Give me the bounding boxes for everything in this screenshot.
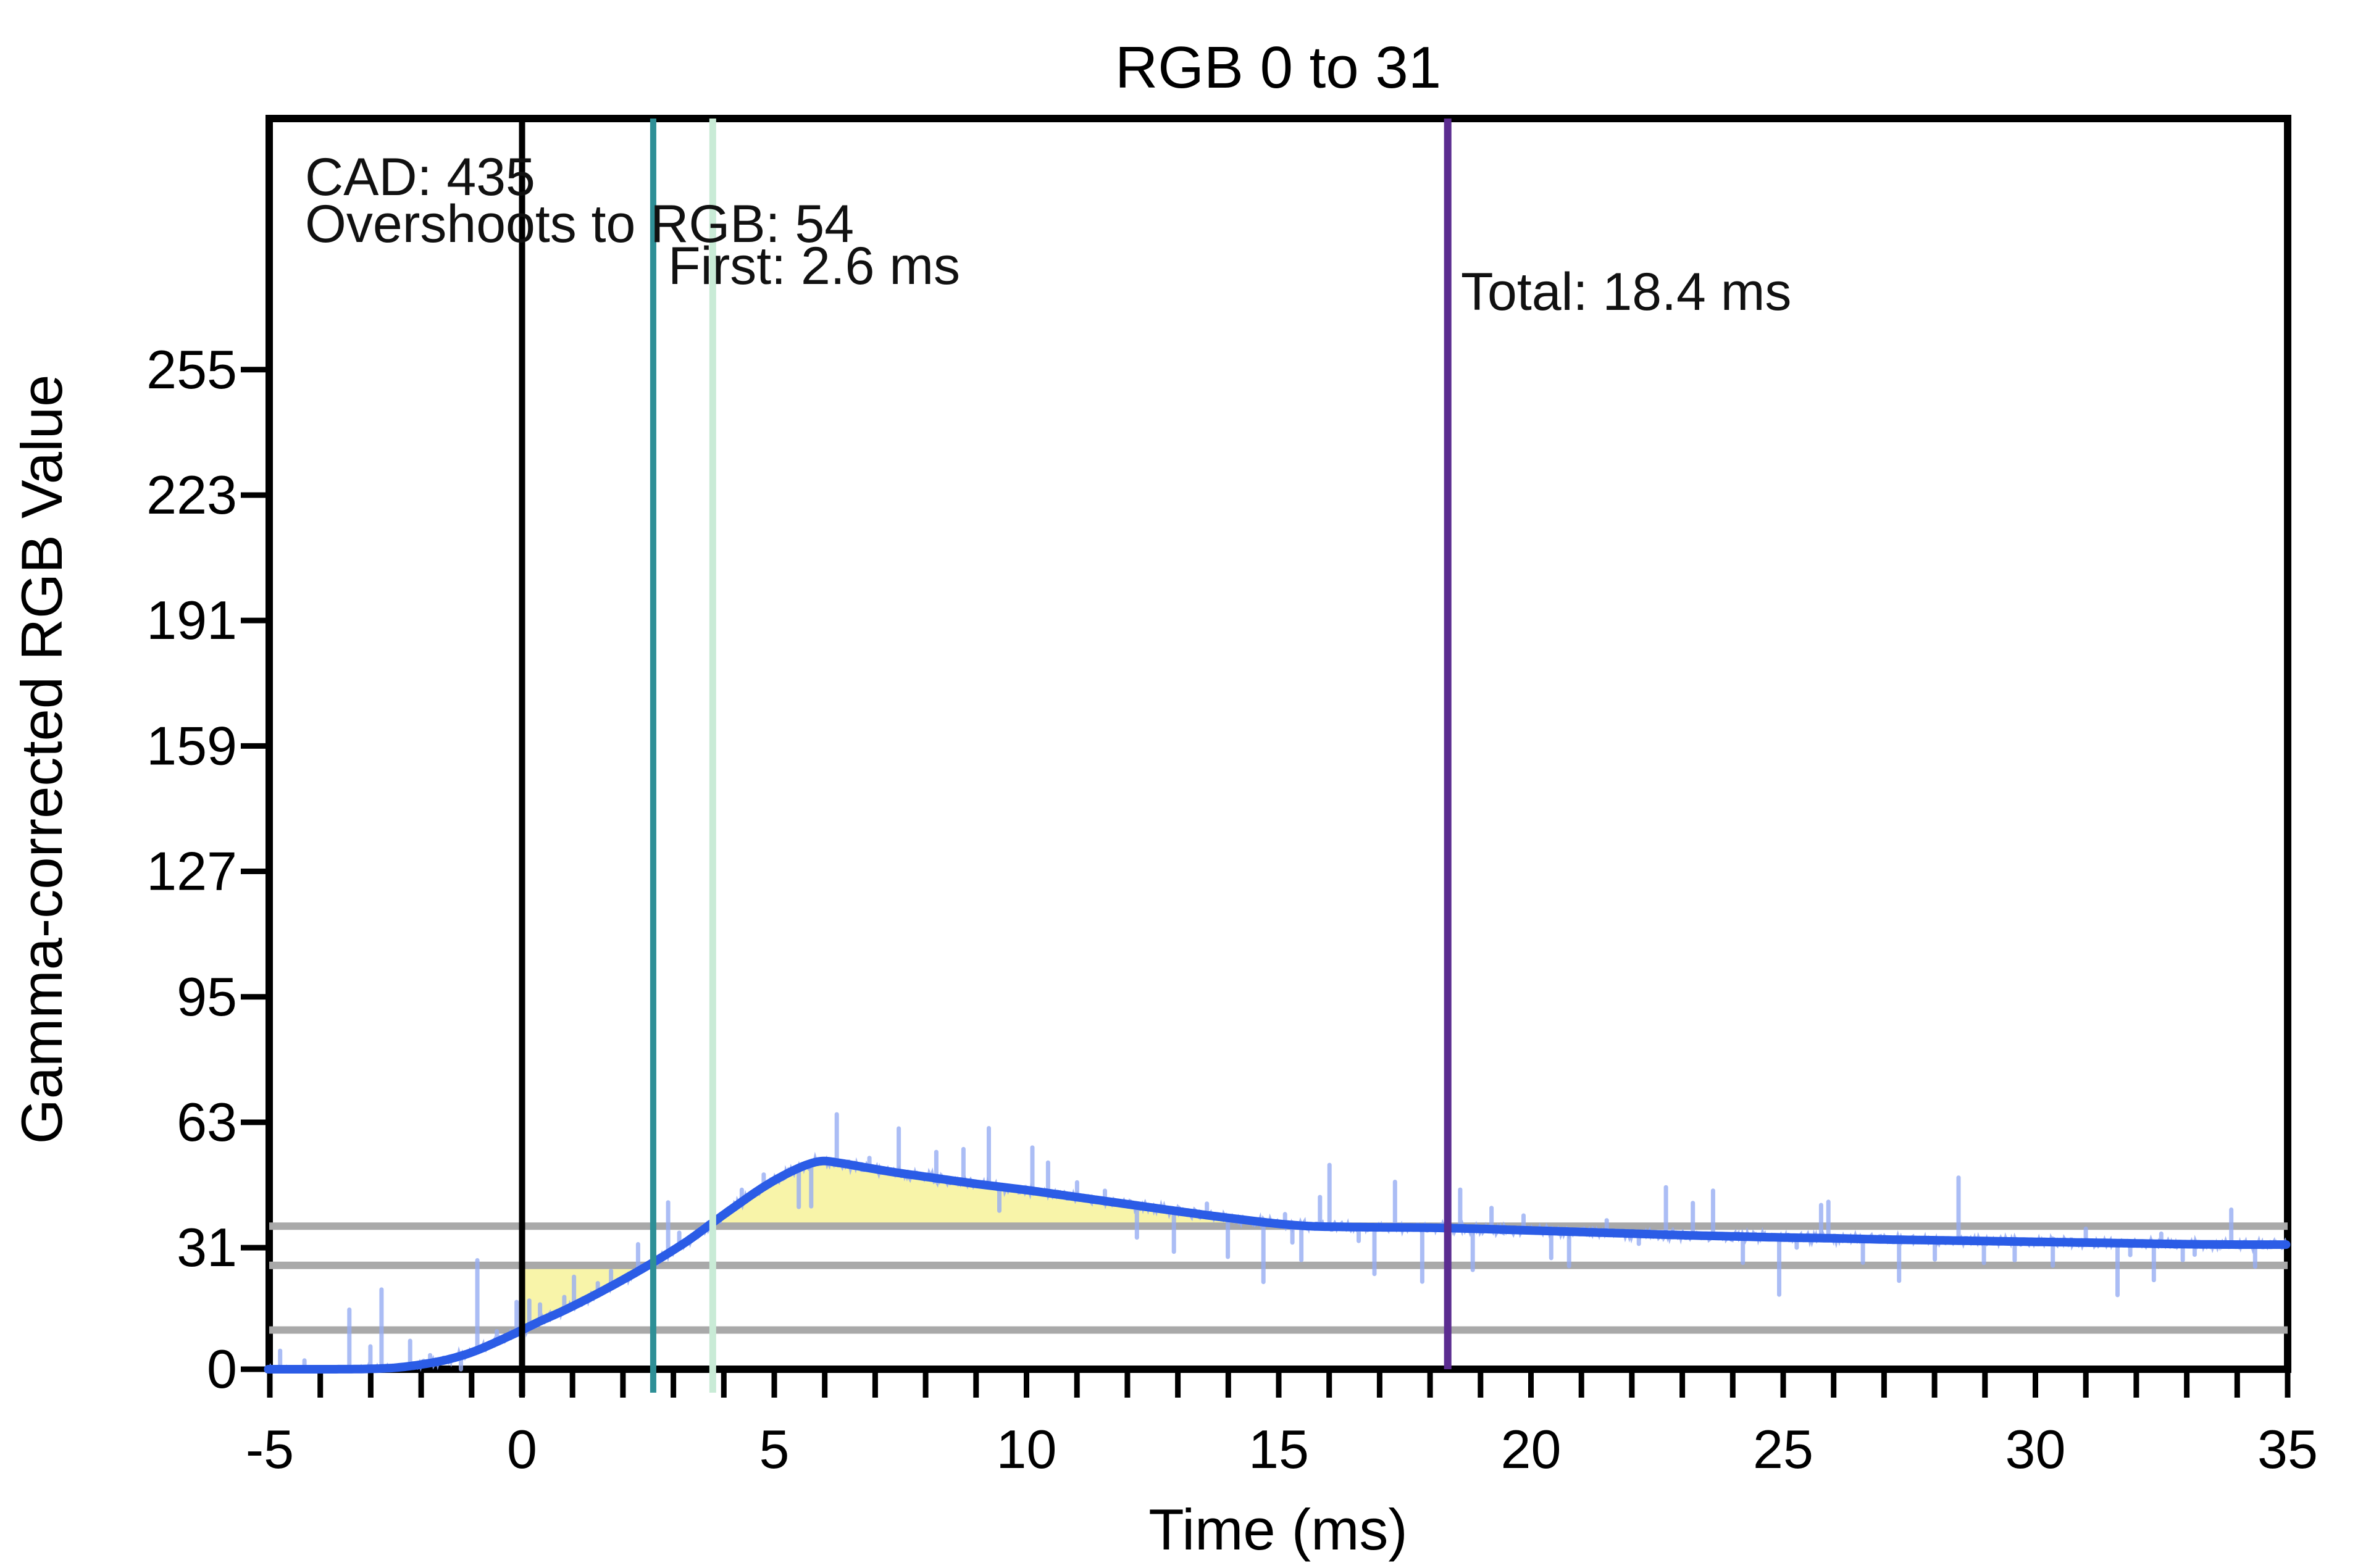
y-tick-label: 255 — [146, 339, 237, 400]
y-tick-label: 159 — [146, 715, 237, 776]
y-axis-title: Gamma-corrected RGB Value — [9, 375, 74, 1145]
x-tick-label: 30 — [2005, 1419, 2066, 1480]
chart-title: RGB 0 to 31 — [1115, 35, 1441, 101]
annotation-cad: CAD: 435 — [305, 148, 535, 207]
x-tick-label: 35 — [2257, 1419, 2318, 1480]
y-tick-label: 127 — [146, 841, 237, 902]
y-tick-label: 191 — [146, 590, 237, 651]
y-tick-label: 95 — [177, 966, 237, 1027]
x-axis-title: Time (ms) — [1148, 1497, 1407, 1562]
x-tick-label: 10 — [997, 1419, 1057, 1480]
y-tick-label: 63 — [177, 1091, 237, 1153]
annotation-first: First: 2.6 ms — [668, 236, 960, 296]
plot-border — [266, 115, 2291, 1373]
x-tick-label: -5 — [246, 1419, 294, 1480]
annotation-overshoot: Overshoots to RGB: 54 — [305, 194, 854, 254]
annotation-total: Total: 18.4 ms — [1461, 262, 1791, 322]
x-tick-label: 0 — [507, 1419, 537, 1480]
x-tick-label: 25 — [1753, 1419, 1813, 1480]
smoothed-response-curve — [264, 1156, 2291, 1374]
y-tick-label: 31 — [177, 1217, 237, 1278]
x-tick-label: 5 — [759, 1419, 790, 1480]
x-tick-label: 15 — [1248, 1419, 1309, 1480]
x-tick-label: 20 — [1501, 1419, 1562, 1480]
y-tick-label: 0 — [207, 1338, 237, 1399]
y-tick-label: 223 — [146, 464, 237, 525]
